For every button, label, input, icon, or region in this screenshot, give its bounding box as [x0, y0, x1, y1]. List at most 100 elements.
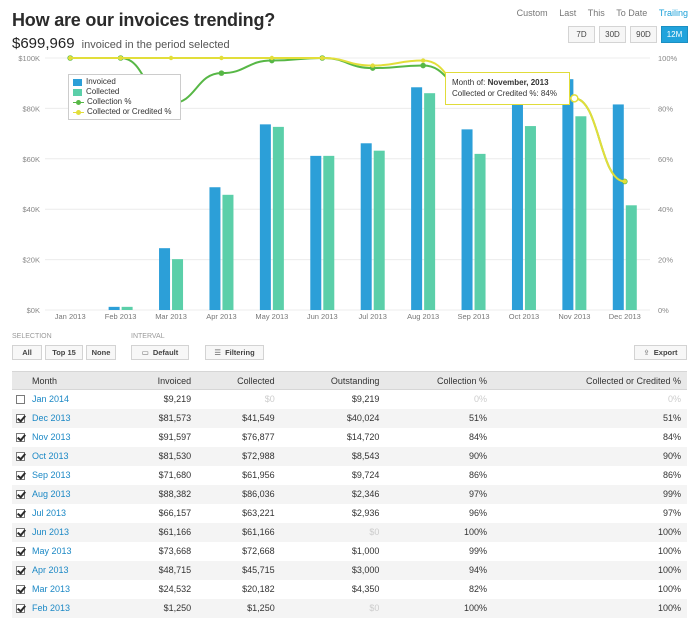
outstanding-cell: $2,346 — [351, 489, 380, 499]
select-none-button[interactable]: None — [86, 345, 116, 360]
month-link[interactable]: Sep 2013 — [32, 470, 71, 480]
legend-collected[interactable]: Collected — [73, 87, 176, 97]
collected-bar — [575, 116, 587, 310]
invoiced-bar — [209, 187, 221, 310]
collection-pct-cell: 96% — [468, 508, 487, 518]
col-month[interactable]: Month — [32, 375, 58, 386]
row-checkbox[interactable] — [16, 546, 25, 556]
filtering-button[interactable]: ☰ Filtering — [205, 345, 264, 360]
legend-credited-pct[interactable]: Collected or Credited % — [73, 107, 176, 117]
row-checkbox-cell — [12, 599, 30, 618]
month-link[interactable]: Feb 2013 — [32, 603, 71, 613]
select-all-button[interactable]: All — [12, 345, 42, 360]
outstanding-cell: $9,724 — [351, 470, 380, 480]
credited-pct-cell: 0% — [667, 394, 681, 405]
row-checkbox[interactable] — [16, 432, 25, 442]
collected-cell: $61,166 — [242, 527, 275, 537]
table-row: Nov 2013 $91,597 $76,877 $14,720 84% 84% — [12, 428, 687, 447]
period-to-date[interactable]: To Date — [616, 8, 648, 18]
month-link[interactable]: Jul 2013 — [32, 508, 67, 518]
row-checkbox[interactable] — [16, 413, 25, 423]
month-link[interactable]: May 2013 — [32, 546, 72, 556]
legend-invoiced[interactable]: Invoiced — [73, 77, 176, 87]
credited-pct-point — [68, 55, 73, 61]
y-tick-label-left: $80K — [22, 104, 40, 113]
month-link[interactable]: Dec 2013 — [32, 413, 71, 423]
credited-pct-point — [219, 55, 224, 61]
row-checkbox[interactable] — [16, 470, 25, 480]
row-checkbox[interactable] — [16, 603, 25, 613]
credited-pct-cell: 84% — [662, 432, 681, 442]
legend-collection-pct[interactable]: Collection % — [73, 97, 176, 107]
month-link[interactable]: Mar 2013 — [32, 584, 71, 594]
y-tick-label-right: 0% — [658, 306, 669, 315]
period-selector: Custom Last This To Date Trailing — [508, 8, 688, 18]
legend-collection-pct-label: Collection % — [87, 97, 132, 106]
outstanding-cell: $0 — [369, 527, 380, 537]
collection-pct-cell: 97% — [468, 489, 487, 499]
invoiced-cell: $71,680 — [158, 470, 192, 480]
range-7d-button[interactable]: 7D — [568, 26, 595, 43]
period-custom[interactable]: Custom — [516, 8, 548, 18]
invoiced-cell: $9,219 — [163, 394, 192, 405]
row-checkbox[interactable] — [16, 527, 25, 537]
x-tick-label: Jan 2013 — [55, 312, 86, 321]
outstanding-cell: $3,000 — [351, 565, 380, 575]
col-collection-pct[interactable]: Collection % — [436, 375, 487, 386]
outstanding-cell: $1,000 — [351, 546, 380, 556]
row-checkbox[interactable] — [16, 394, 25, 404]
row-checkbox[interactable] — [16, 489, 25, 499]
chart-tooltip: Month of: November, 2013 Collected or Cr… — [445, 72, 570, 105]
month-link[interactable]: Apr 2013 — [32, 565, 69, 575]
y-tick-label-left: $20K — [22, 256, 40, 265]
y-tick-label-left: $100K — [18, 54, 40, 63]
invoiced-swatch — [73, 78, 82, 86]
export-icon: ⇪ — [643, 348, 650, 357]
collected-bar — [373, 150, 385, 310]
x-tick-label: Nov 2013 — [558, 312, 590, 321]
table-header: Month Invoiced Collected Outstanding Col… — [12, 371, 687, 390]
select-top15-button[interactable]: Top 15 — [45, 345, 83, 360]
col-outstanding[interactable]: Outstanding — [330, 375, 380, 386]
interval-default-button[interactable]: ▭ Default — [131, 345, 189, 360]
month-link[interactable]: Aug 2013 — [32, 489, 71, 499]
col-collected[interactable]: Collected — [237, 375, 275, 386]
period-trailing[interactable]: Trailing — [658, 8, 688, 18]
row-checkbox[interactable] — [16, 565, 25, 575]
x-tick-label: Aug 2013 — [407, 312, 439, 321]
y-tick-label-right: 100% — [658, 54, 678, 63]
row-checkbox[interactable] — [16, 584, 25, 594]
legend-collected-label: Collected — [86, 87, 120, 96]
export-button[interactable]: ⇪ Export — [634, 345, 687, 360]
table-row: Aug 2013 $88,382 $86,036 $2,346 97% 99% — [12, 484, 687, 504]
credited-pct-point — [168, 55, 174, 61]
credited-pct-cell: 97% — [662, 508, 681, 518]
page-title: How are our invoices trending? — [12, 10, 276, 30]
month-link[interactable]: Oct 2013 — [32, 451, 69, 461]
invoiced-summary: $699,969 invoiced in the period selected — [12, 35, 230, 52]
collection-pct-cell: 100% — [463, 527, 487, 537]
month-link[interactable]: Nov 2013 — [32, 432, 71, 442]
month-link[interactable]: Jun 2013 — [32, 527, 70, 537]
row-checkbox[interactable] — [16, 508, 25, 518]
invoiced-cell: $91,597 — [158, 432, 192, 442]
x-tick-label: Feb 2013 — [105, 312, 137, 321]
interval-label: INTERVAL — [131, 333, 165, 340]
range-12m-button[interactable]: 12M — [661, 26, 688, 43]
credited-pct-point — [420, 58, 426, 63]
month-link[interactable]: Jan 2014 — [32, 394, 70, 405]
col-invoiced[interactable]: Invoiced — [157, 375, 192, 386]
range-30d-button[interactable]: 30D — [599, 26, 626, 43]
range-90d-button[interactable]: 90D — [630, 26, 657, 43]
x-tick-label: Mar 2013 — [155, 312, 187, 321]
collection-pct-cell: 100% — [463, 603, 487, 613]
credited-pct-point — [118, 55, 123, 61]
col-credited-pct[interactable]: Collected or Credited % — [585, 375, 681, 386]
period-last[interactable]: Last — [559, 8, 577, 18]
row-checkbox-cell — [12, 504, 30, 523]
table-row: Mar 2013 $24,532 $20,182 $4,350 82% 100% — [12, 580, 687, 599]
chart-legend: Invoiced Collected Collection % Collecte… — [68, 74, 181, 120]
period-this[interactable]: This — [587, 8, 605, 18]
collection-pct-cell: 51% — [468, 413, 487, 423]
row-checkbox[interactable] — [16, 451, 25, 461]
